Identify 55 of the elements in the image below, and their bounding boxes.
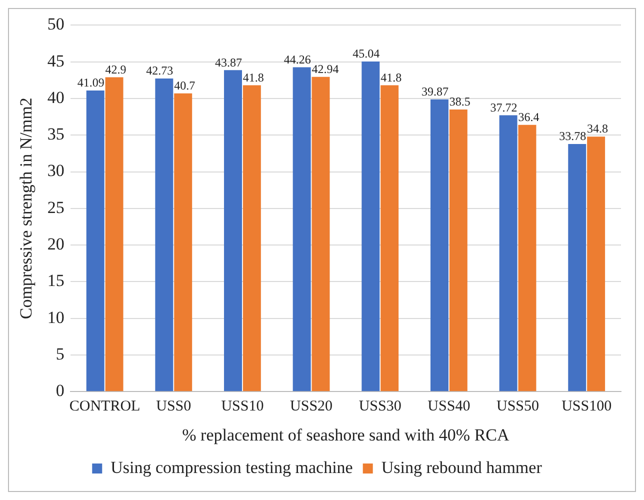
y-tick-label: 20	[47, 234, 64, 254]
y-tick-label: 25	[47, 198, 64, 217]
y-tick-label: 10	[47, 308, 64, 327]
data-label: 38.5	[449, 94, 470, 109]
bar	[312, 76, 330, 392]
x-axis-title: % replacement of seashore sand with 40% RCA	[182, 425, 510, 444]
x-tick-label: USS40	[428, 398, 470, 415]
data-label: 37.72	[490, 100, 518, 114]
data-label: 34.8	[587, 122, 608, 136]
data-label: 42.94	[312, 62, 339, 76]
y-tick-label: 45	[47, 51, 64, 70]
data-label: 42.9	[105, 62, 126, 76]
x-tick-label: USS100	[562, 398, 612, 415]
bar	[362, 62, 380, 392]
legend-label: Using compression testing machine	[110, 458, 353, 477]
y-axis-title: Compressive strength in N/mm2	[16, 98, 36, 320]
data-label: 36.4	[518, 110, 540, 124]
x-tick-label: USS10	[221, 398, 264, 415]
bar	[568, 144, 586, 392]
legend-label: Using rebound hammer	[381, 458, 542, 477]
data-label: 33.78	[559, 129, 586, 144]
bar	[174, 93, 192, 392]
bar	[242, 85, 261, 392]
x-tick-label: USS30	[358, 398, 402, 415]
bar	[499, 115, 518, 392]
y-tick-label: 5	[56, 344, 64, 364]
y-tick-label: 15	[47, 271, 64, 290]
bar	[587, 136, 606, 392]
bar	[105, 77, 124, 392]
x-tick-label: USS20	[290, 398, 333, 415]
bar	[224, 70, 242, 392]
x-tick-label: USS0	[156, 398, 192, 415]
y-tick-label: 0	[56, 381, 64, 400]
y-tick-label: 35	[47, 124, 64, 144]
data-label: 44.26	[284, 52, 311, 66]
bar	[518, 124, 536, 392]
bar	[86, 90, 104, 392]
data-label: 43.87	[214, 55, 242, 70]
data-label: 41.09	[77, 76, 104, 90]
data-label: 41.8	[242, 70, 264, 84]
bar	[449, 109, 468, 392]
data-label: 41.8	[380, 70, 402, 84]
data-label: 42.73	[146, 64, 174, 78]
y-tick-label: 40	[47, 88, 64, 107]
y-tick-label: 30	[47, 161, 64, 180]
bar	[292, 67, 311, 392]
x-tick-label: CONTROL	[69, 398, 140, 415]
data-label: 39.87	[421, 84, 448, 99]
data-label: 45.04	[352, 46, 380, 61]
bar	[430, 99, 448, 392]
data-label: 40.7	[174, 78, 196, 93]
bar	[380, 85, 399, 392]
bar	[155, 78, 174, 392]
x-tick-label: USS50	[496, 398, 540, 415]
y-tick-label: 50	[47, 14, 64, 34]
